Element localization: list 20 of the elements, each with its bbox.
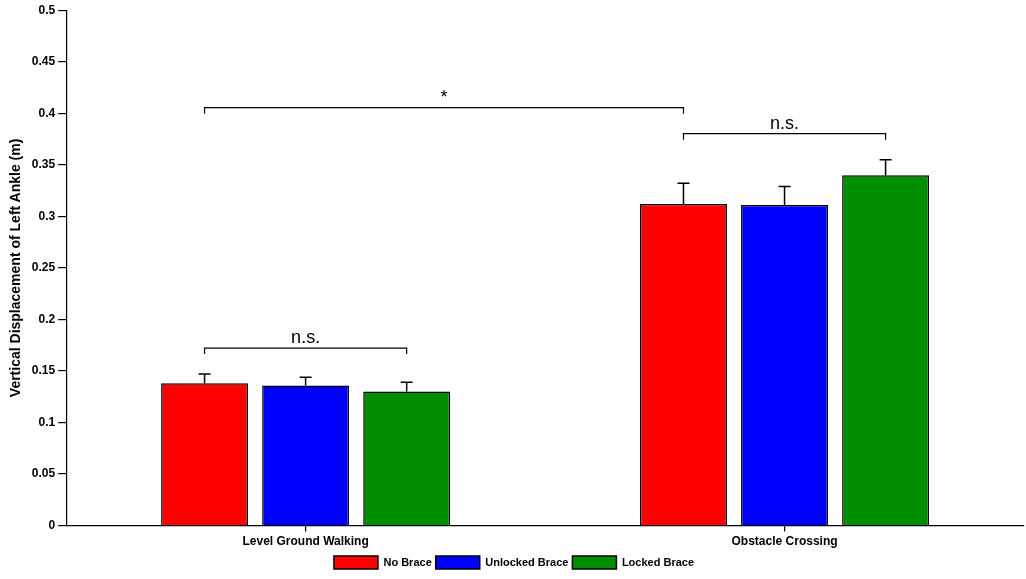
y-tick-label: 0	[48, 517, 56, 532]
y-tick-label: 0.5	[38, 2, 56, 17]
x-tick-label: Obstacle Crossing	[731, 534, 838, 549]
annotation: n.s.	[291, 327, 321, 348]
legend-label: Unlocked Brace	[485, 555, 569, 568]
legend-label: No Brace	[383, 555, 432, 568]
y-tick-label: 0.3	[38, 208, 56, 223]
y-tick-label: 0.1	[38, 414, 56, 429]
y-tick-label: 0.15	[31, 363, 56, 378]
y-tick-label: 0.35	[31, 157, 56, 172]
x-tick-label: Level Ground Walking	[242, 534, 369, 549]
annotation: *	[440, 86, 448, 107]
y-tick-label: 0.45	[31, 54, 56, 69]
y-tick-label: 0.2	[38, 311, 56, 326]
legend-label: Locked Brace	[621, 555, 695, 568]
y-axis-title: Vertical Displacement of Left Ankle (m)	[7, 138, 24, 398]
annotation: n.s.	[770, 112, 800, 133]
y-tick-label: 0.05	[31, 466, 56, 481]
y-tick-label: 0.25	[31, 260, 56, 275]
y-tick-label: 0.4	[38, 105, 56, 120]
